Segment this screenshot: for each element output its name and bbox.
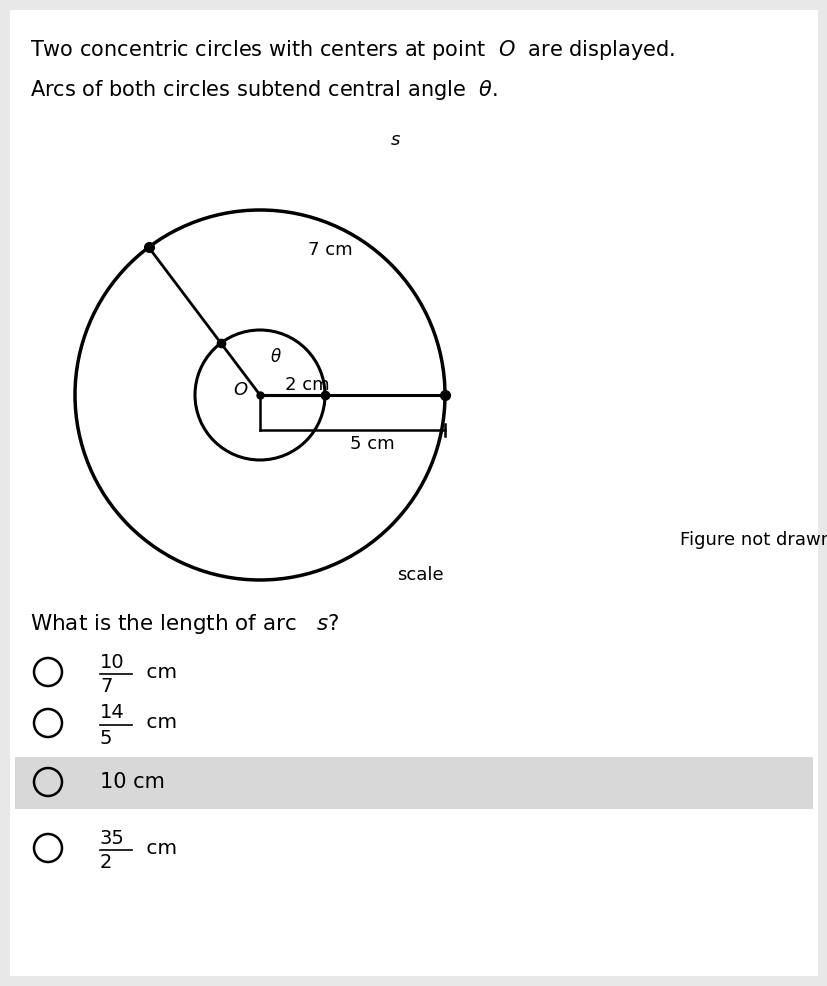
Text: $\theta$: $\theta$ [270,348,281,366]
Text: Two concentric circles with centers at point  $O$  are displayed.: Two concentric circles with centers at p… [30,38,675,62]
Text: scale: scale [396,566,442,584]
Text: cm: cm [140,838,177,858]
Bar [15,757,812,809]
Text: 7: 7 [100,677,112,696]
Text: 35: 35 [100,828,125,848]
Text: 10 cm: 10 cm [100,772,165,792]
Text: 7 cm: 7 cm [308,241,351,259]
Text: 5 cm: 5 cm [350,435,394,453]
Text: cm: cm [140,714,177,733]
Text: $O$: $O$ [232,381,248,399]
Text: 2 cm: 2 cm [284,376,329,394]
Text: $s$: $s$ [390,131,400,149]
Text: What is the length of arc   $s$?: What is the length of arc $s$? [30,612,339,636]
Text: 5: 5 [100,729,112,747]
Text: Arcs of both circles subtend central angle  $\theta$.: Arcs of both circles subtend central ang… [30,78,497,102]
Text: 2: 2 [100,854,112,873]
Text: cm: cm [140,663,177,681]
Text: 10: 10 [100,653,125,671]
Text: Figure not drawn to: Figure not drawn to [679,531,827,549]
Text: 14: 14 [100,703,125,723]
